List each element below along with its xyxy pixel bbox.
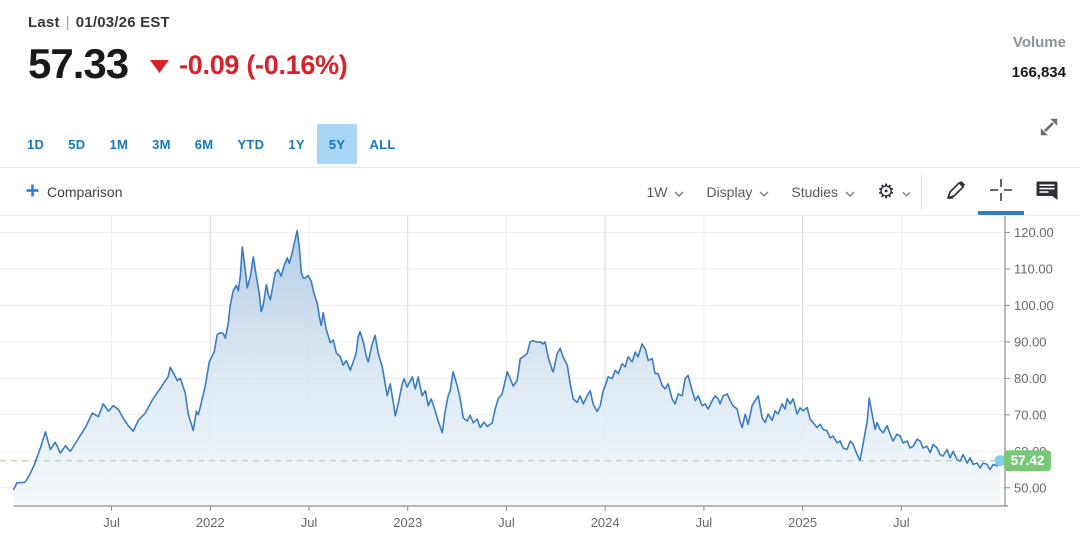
- chevron-down-icon: [674, 184, 685, 200]
- display-dropdown[interactable]: Display: [706, 184, 769, 200]
- svg-text:80.00: 80.00: [1014, 371, 1047, 386]
- chevron-down-icon: [902, 184, 911, 200]
- last-label: Last: [28, 14, 60, 31]
- expand-chart-button[interactable]: [1034, 113, 1064, 143]
- tab-1m[interactable]: 1M: [97, 124, 140, 164]
- last-timestamp-line: Last | 01/03/26 EST: [28, 14, 1064, 31]
- svg-text:100.00: 100.00: [1014, 298, 1054, 313]
- tab-5y[interactable]: 5Y: [316, 124, 358, 164]
- svg-text:2022: 2022: [196, 515, 225, 530]
- svg-text:70.00: 70.00: [1014, 407, 1047, 422]
- tab-1y[interactable]: 1Y: [276, 124, 317, 164]
- draw-tool-button[interactable]: [932, 168, 978, 215]
- quote-header: Last | 01/03/26 EST 57.33 -0.09 (-0.16%) V…: [0, 0, 1080, 135]
- toolbar-right-group: 1W Display Studies ⚙: [646, 168, 1070, 215]
- svg-text:57.42: 57.42: [1011, 453, 1045, 468]
- svg-text:Jul: Jul: [103, 515, 120, 530]
- crosshair-icon: [988, 177, 1014, 206]
- svg-text:110.00: 110.00: [1014, 261, 1053, 276]
- tab-1d[interactable]: 1D: [15, 124, 56, 164]
- annotation-tool-button[interactable]: [1024, 168, 1070, 215]
- svg-text:Jul: Jul: [301, 515, 318, 530]
- svg-text:90.00: 90.00: [1014, 334, 1047, 349]
- svg-text:Jul: Jul: [498, 515, 515, 530]
- toolbar-divider: [921, 174, 922, 209]
- chart-toolbar: Comparison 1W Display Studies ⚙: [0, 168, 1080, 215]
- tab-all[interactable]: ALL: [357, 124, 407, 164]
- chevron-down-icon: [759, 184, 769, 200]
- svg-text:2025: 2025: [788, 515, 817, 530]
- time-range-tabs: 1D 5D 1M 3M 6M YTD 1Y 5Y ALL: [0, 121, 1080, 168]
- tab-ytd[interactable]: YTD: [225, 124, 276, 164]
- pencil-icon: [943, 178, 968, 206]
- volume-block: Volume 166,834: [1012, 34, 1066, 81]
- add-comparison-button[interactable]: Comparison: [26, 184, 122, 200]
- plus-icon: [26, 184, 39, 200]
- tab-5d[interactable]: 5D: [56, 124, 97, 164]
- price-chart-svg[interactable]: 50.0060.0070.0080.0090.00100.00110.00120…: [0, 216, 1080, 538]
- volume-label: Volume: [1012, 34, 1066, 51]
- studies-label: Studies: [791, 183, 839, 200]
- tab-6m[interactable]: 6M: [183, 124, 226, 164]
- price-change: -0.09 (-0.16%): [179, 49, 348, 80]
- quote-timestamp: 01/03/26 EST: [75, 14, 170, 31]
- interval-value: 1W: [646, 183, 668, 200]
- separator: |: [65, 14, 70, 31]
- chart-settings-button[interactable]: ⚙: [877, 182, 911, 202]
- down-triangle-icon: [150, 59, 170, 73]
- gear-icon: ⚙: [877, 180, 895, 203]
- svg-text:2023: 2023: [393, 515, 422, 530]
- last-price: 57.33: [28, 40, 129, 87]
- expand-icon: [1036, 118, 1062, 143]
- comparison-label: Comparison: [47, 183, 123, 200]
- tab-3m[interactable]: 3M: [140, 124, 183, 164]
- interval-dropdown[interactable]: 1W: [646, 183, 685, 200]
- volume-value: 166,834: [1011, 64, 1066, 81]
- price-row: 57.33 -0.09 (-0.16%): [28, 40, 1064, 88]
- crosshair-tool-button[interactable]: [978, 168, 1024, 215]
- display-label: Display: [706, 183, 753, 200]
- svg-text:2024: 2024: [591, 515, 620, 530]
- svg-text:Jul: Jul: [893, 515, 910, 530]
- annotation-icon: [1035, 179, 1059, 204]
- svg-text:Jul: Jul: [696, 515, 713, 530]
- price-chart[interactable]: 50.0060.0070.0080.0090.00100.00110.00120…: [0, 215, 1080, 537]
- svg-text:50.00: 50.00: [1014, 480, 1047, 495]
- svg-text:120.00: 120.00: [1014, 225, 1054, 240]
- studies-dropdown[interactable]: Studies: [791, 184, 855, 200]
- chevron-down-icon: [845, 184, 855, 200]
